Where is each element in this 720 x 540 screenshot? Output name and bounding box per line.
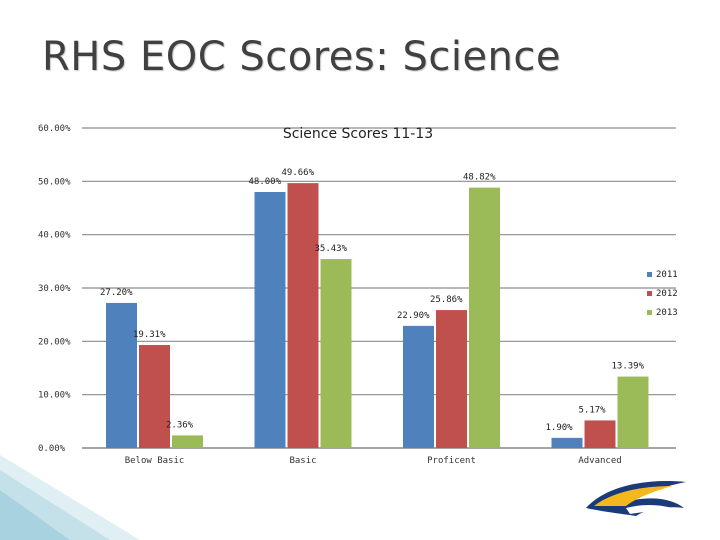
bar-2012-1 — [287, 183, 319, 448]
chart-title: Science Scores 11-13 — [283, 126, 433, 142]
y-tick-label: 30.00% — [38, 284, 71, 294]
teal-corner-pattern-icon — [0, 455, 140, 540]
y-axis-ticks: 0.00% 10.00% 20.00% 30.00% 40.00% 50.00% 60.00… — [38, 124, 71, 454]
legend-label: 2011 — [656, 270, 678, 280]
legend-swatch — [647, 291, 652, 296]
data-label: 22.90% — [397, 311, 430, 321]
legend-label: 2013 — [656, 308, 678, 318]
bar-2011-0 — [106, 302, 137, 448]
data-label: 48.00% — [249, 177, 282, 187]
data-label: 35.43% — [315, 244, 348, 254]
bar-2013-3 — [617, 376, 649, 448]
bar-2012-3 — [584, 420, 616, 448]
legend-swatch — [647, 310, 652, 315]
data-label: 25.86% — [430, 295, 463, 305]
legend-swatch — [647, 272, 652, 277]
category-labels: Below Basic Basic Proficent Advanced — [125, 456, 622, 466]
data-label: 2.36% — [166, 420, 194, 430]
category-label: Below Basic — [125, 456, 185, 466]
y-tick-label: 50.00% — [38, 177, 71, 187]
bar-2012-2 — [436, 310, 467, 448]
legend: 2011 2012 2013 — [647, 270, 678, 318]
legend-label: 2012 — [656, 289, 678, 299]
y-tick-label: 60.00% — [38, 124, 71, 134]
category-label: Basic — [289, 456, 316, 466]
category-label: Proficent — [427, 456, 476, 466]
data-label: 1.90% — [546, 423, 574, 433]
data-label: 49.66% — [282, 168, 315, 178]
eagle-logo-icon — [586, 481, 686, 516]
category-label: Advanced — [578, 456, 621, 466]
bars — [106, 183, 649, 449]
bar-2013-1 — [320, 259, 352, 448]
data-label: 13.39% — [612, 362, 645, 372]
y-tick-label: 10.00% — [38, 391, 71, 401]
data-label: 27.20% — [100, 288, 133, 298]
gridlines — [82, 127, 676, 449]
bar-2011-2 — [403, 325, 434, 448]
data-label: 5.17% — [579, 405, 607, 415]
bar-2011-3 — [551, 437, 583, 448]
bar-2012-0 — [139, 345, 170, 448]
bar-2011-1 — [254, 192, 286, 448]
slide-title: RHS EOC Scores: Science — [42, 34, 561, 80]
bar-2013-0 — [172, 435, 203, 448]
bar-2013-2 — [469, 187, 500, 449]
data-label: 48.82% — [463, 173, 496, 183]
y-tick-label: 40.00% — [38, 231, 71, 241]
data-label: 19.31% — [133, 330, 166, 340]
y-tick-label: 0.00% — [38, 444, 66, 454]
y-tick-label: 20.00% — [38, 337, 71, 347]
data-labels: 27.20% 19.31% 2.36% 48.00%49.66% 35.43% 22.90… — [100, 168, 645, 433]
